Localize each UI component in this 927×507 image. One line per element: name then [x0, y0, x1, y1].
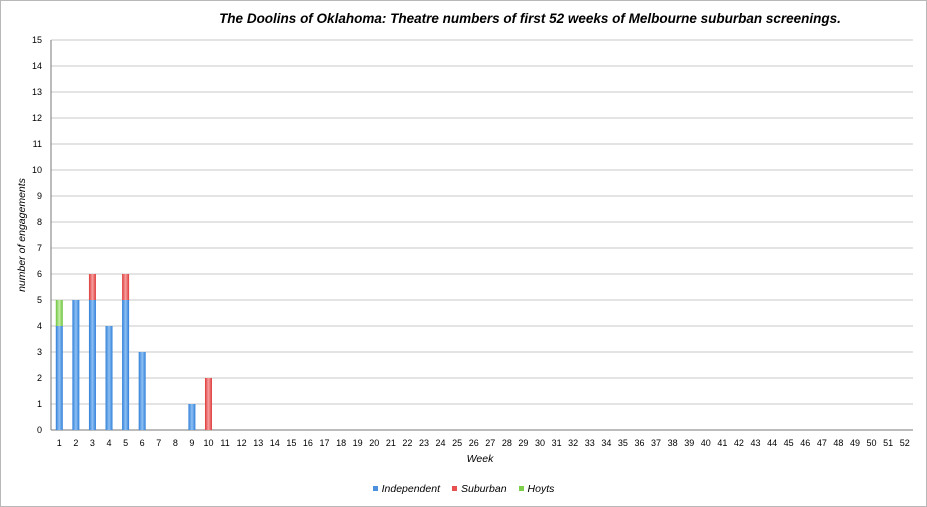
- y-tick-label: 5: [37, 295, 42, 305]
- chart-title: The Doolins of Oklahoma: Theatre numbers…: [219, 11, 841, 26]
- legend: Independent Suburban Hoyts: [0, 482, 927, 495]
- x-tick-label: 51: [883, 438, 893, 448]
- x-tick-label: 24: [436, 438, 446, 448]
- x-tick-label: 34: [601, 438, 611, 448]
- y-tick-label: 0: [37, 425, 42, 435]
- bar-independent-week-1: [55, 326, 63, 430]
- x-tick-label: 20: [369, 438, 379, 448]
- y-tick-label: 2: [37, 373, 42, 383]
- x-tick-label: 30: [535, 438, 545, 448]
- x-tick-label: 1: [57, 438, 62, 448]
- x-tick-label: 14: [270, 438, 280, 448]
- legend-label: Independent: [381, 482, 440, 495]
- bar-hoyts-week-1: [55, 300, 63, 326]
- y-tick-label: 4: [37, 321, 42, 331]
- legend-swatch: [372, 486, 378, 491]
- x-tick-label: 8: [173, 438, 178, 448]
- x-tick-label: 50: [867, 438, 877, 448]
- x-tick-label: 22: [402, 438, 412, 448]
- x-tick-label: 29: [518, 438, 528, 448]
- x-tick-label: 31: [552, 438, 562, 448]
- bar-suburban-week-3: [88, 274, 96, 300]
- bar-independent-week-6: [138, 352, 146, 430]
- bar-independent-week-4: [105, 326, 113, 430]
- x-tick-label: 26: [469, 438, 479, 448]
- y-axis-title: number of engagements: [16, 177, 28, 292]
- y-tick-label: 14: [32, 61, 42, 71]
- x-tick-label: 7: [156, 438, 161, 448]
- x-tick-label: 35: [618, 438, 628, 448]
- y-tick-label: 6: [37, 269, 42, 279]
- y-tick-label: 1: [37, 399, 42, 409]
- x-tick-label: 32: [568, 438, 578, 448]
- x-tick-label: 4: [107, 438, 112, 448]
- x-tick-label: 36: [634, 438, 644, 448]
- x-tick-label: 28: [502, 438, 512, 448]
- x-tick-label: 16: [303, 438, 313, 448]
- x-tick-label: 45: [784, 438, 794, 448]
- bar-independent-week-9: [188, 404, 196, 430]
- bar-suburban-week-5: [122, 274, 130, 300]
- y-tick-label: 7: [37, 243, 42, 253]
- x-tick-labels: 1 2 3 4 5 6 7 8 9 10 11 12 13 14 15 16 17 18 19 20 21 22 23 24 2…: [57, 438, 910, 448]
- x-tick-label: 52: [900, 438, 910, 448]
- x-tick-label: 38: [668, 438, 678, 448]
- x-tick-label: 15: [286, 438, 296, 448]
- grid-lines: [50, 39, 913, 431]
- y-tick-label: 10: [32, 165, 42, 175]
- x-tick-label: 19: [353, 438, 363, 448]
- y-tick-label: 11: [33, 139, 42, 149]
- bar-independent-week-3: [88, 300, 96, 430]
- legend-label: Hoyts: [527, 482, 555, 495]
- x-tick-label: 9: [189, 438, 194, 448]
- x-tick-label: 21: [386, 438, 396, 448]
- x-tick-label: 6: [140, 438, 145, 448]
- legend-item-suburban: Suburban: [452, 483, 507, 495]
- bar-suburban-week-10: [204, 378, 212, 430]
- legend-item-independent: Independent: [372, 482, 440, 495]
- x-tick-label: 48: [833, 438, 843, 448]
- x-tick-label: 40: [701, 438, 711, 448]
- x-tick-label: 37: [651, 438, 661, 448]
- legend-swatch: [452, 486, 457, 491]
- x-tick-label: 41: [717, 438, 727, 448]
- x-tick-label: 13: [253, 438, 263, 448]
- x-tick-label: 5: [123, 438, 128, 448]
- x-tick-label: 10: [203, 438, 213, 448]
- x-tick-label: 47: [817, 438, 827, 448]
- x-tick-label: 12: [237, 438, 247, 448]
- x-tick-label: 2: [73, 438, 78, 448]
- bar-independent-week-5: [122, 300, 130, 430]
- x-tick-label: 44: [767, 438, 777, 448]
- legend-item-hoyts: Hoyts: [518, 482, 555, 495]
- x-tick-label: 18: [336, 438, 346, 448]
- x-tick-label: 49: [850, 438, 860, 448]
- y-tick-label: 9: [37, 191, 42, 201]
- x-axis-title: Week: [467, 453, 494, 465]
- legend-swatch: [518, 486, 524, 491]
- x-tick-label: 23: [419, 438, 429, 448]
- x-tick-label: 39: [684, 438, 694, 448]
- y-tick-label: 3: [37, 347, 42, 357]
- legend-label: Suburban: [461, 482, 507, 495]
- y-tick-label: 8: [37, 217, 42, 227]
- x-tick-label: 3: [90, 438, 95, 448]
- x-tick-label: 25: [452, 438, 462, 448]
- y-tick-label: 15: [32, 35, 42, 45]
- x-tick-label: 27: [485, 438, 495, 448]
- bars: [55, 274, 212, 430]
- x-tick-label: 11: [220, 438, 229, 448]
- y-tick-label: 13: [32, 87, 42, 97]
- bar-independent-week-2: [72, 300, 80, 430]
- y-tick-label: 12: [32, 113, 42, 123]
- x-tick-label: 33: [585, 438, 595, 448]
- x-tick-label: 43: [751, 438, 761, 448]
- x-tick-label: 42: [734, 438, 744, 448]
- x-tick-label: 17: [320, 438, 330, 448]
- x-tick-label: 46: [800, 438, 810, 448]
